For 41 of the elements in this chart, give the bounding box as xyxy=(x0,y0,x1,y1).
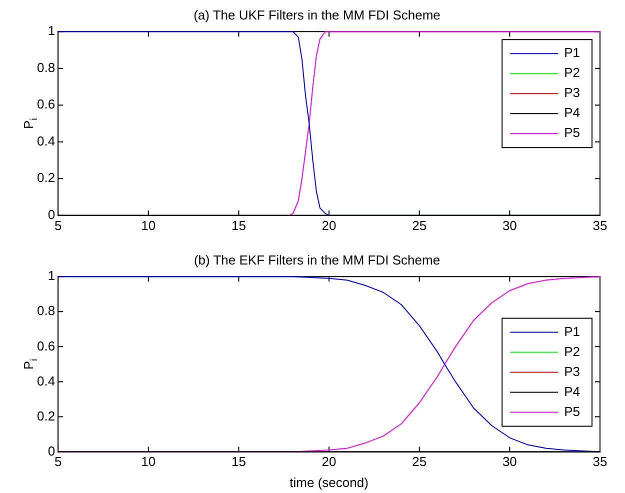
x-tick-label: 15 xyxy=(231,218,246,233)
x-tick-label: 20 xyxy=(322,218,336,233)
x-tick-label: 25 xyxy=(412,454,427,470)
legend-label: P4 xyxy=(564,105,580,120)
x-tick-label: 35 xyxy=(592,454,608,470)
legend-label: P2 xyxy=(564,344,580,359)
legend-label: P3 xyxy=(564,85,580,100)
chart-title: (a) The UKF Filters in the MM FDI Scheme xyxy=(194,7,440,22)
y-tick-label: 0 xyxy=(48,443,56,458)
y-tick-label: 0.6 xyxy=(36,338,56,354)
y-tick-label: 0.8 xyxy=(36,303,56,318)
y-tick-label: 0.2 xyxy=(36,170,56,186)
legend-label: P3 xyxy=(564,364,580,379)
legend-label: P2 xyxy=(564,65,580,80)
x-tick-label: 30 xyxy=(502,454,517,470)
x-tick-label: 20 xyxy=(322,454,336,470)
x-tick-label: 25 xyxy=(412,218,427,233)
y-tick-label: 0 xyxy=(48,206,56,222)
y-tick-label: 1 xyxy=(48,23,56,38)
x-tick-label: 35 xyxy=(592,218,608,233)
x-tick-label: 30 xyxy=(502,218,517,233)
x-tick-label: 10 xyxy=(141,454,156,470)
x-tick-label: 10 xyxy=(141,218,156,233)
legend-label: P5 xyxy=(564,125,580,140)
y-tick-label: 0.8 xyxy=(36,60,56,75)
legend-label: P4 xyxy=(564,384,580,399)
chart-title: (b) The EKF Filters in the MM FDI Scheme xyxy=(194,252,440,268)
x-tick-label: 5 xyxy=(54,218,62,233)
y-axis-title: Pi xyxy=(21,358,40,370)
legend-label: P5 xyxy=(564,404,580,419)
y-axis-title: Pi xyxy=(21,118,40,129)
y-tick-label: 0.2 xyxy=(36,408,56,424)
y-tick-label: 1 xyxy=(48,268,56,284)
y-tick-label: 0.4 xyxy=(36,373,56,388)
x-tick-label: 15 xyxy=(231,454,246,470)
legend-label: P1 xyxy=(564,45,580,60)
x-tick-label: 5 xyxy=(54,454,62,470)
x-axis-title: time (second) xyxy=(290,474,368,490)
legend-label: P1 xyxy=(564,324,580,339)
y-tick-label: 0.6 xyxy=(36,96,56,112)
y-tick-label: 0.4 xyxy=(36,133,56,148)
